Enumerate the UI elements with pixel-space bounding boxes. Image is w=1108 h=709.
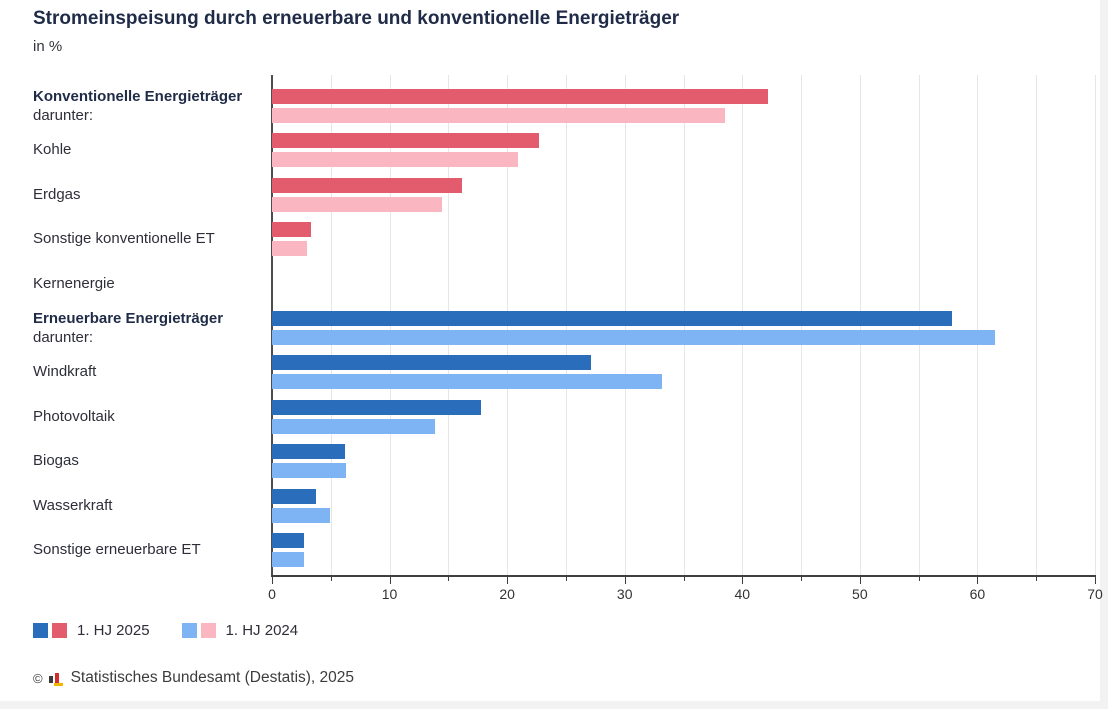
bar-12025-konventionell xyxy=(272,133,539,149)
x-axis-tick-label: 70 xyxy=(1087,586,1103,602)
x-axis-minor-tick xyxy=(918,577,920,581)
category-label: Kohle xyxy=(33,141,72,159)
bar-12025-erneuerbar xyxy=(272,355,591,371)
x-axis-line xyxy=(271,575,1096,577)
logo-bar-black xyxy=(48,675,53,683)
bar-12024-konventionell xyxy=(272,108,725,123)
bar-12025-erneuerbar xyxy=(272,444,345,460)
bar-12025-erneuerbar xyxy=(272,488,316,504)
x-axis-minor-tick xyxy=(330,577,332,581)
legend-label: 1. HJ 2025 xyxy=(77,622,150,639)
category-label: Photovoltaik xyxy=(33,407,115,425)
category-header-label: Erneuerbare Energieträger xyxy=(33,309,224,327)
legend-item: 1. HJ 2024 xyxy=(181,622,299,639)
category-header-sublabel: darunter: xyxy=(33,328,94,346)
category-label: Windkraft xyxy=(33,363,97,381)
category-label: Biogas xyxy=(33,452,79,470)
gridline xyxy=(1095,75,1096,575)
bar-12024-erneuerbar xyxy=(272,418,436,434)
bar-12024-erneuerbar xyxy=(272,463,347,479)
bar-12025-konventionell xyxy=(272,89,769,104)
x-axis-minor-tick xyxy=(683,577,685,581)
bar-12024-konventionell xyxy=(272,196,443,212)
bar-12025-erneuerbar xyxy=(272,311,952,326)
destatis-logo-icon xyxy=(48,671,65,686)
x-axis-minor-tick xyxy=(448,577,450,581)
bar-12024-erneuerbar xyxy=(272,330,996,345)
x-axis-tick-label: 40 xyxy=(734,586,751,602)
bar-12025-erneuerbar xyxy=(272,399,482,415)
category-header-sublabel: darunter: xyxy=(33,106,94,124)
x-axis-tick-label: 20 xyxy=(499,586,515,602)
category-label: Erdgas xyxy=(33,185,81,203)
bar-12024-erneuerbar xyxy=(272,507,330,523)
x-axis-tick-label: 50 xyxy=(852,586,868,602)
category-label: Sonstige erneuerbare ET xyxy=(33,541,201,558)
chart-legend: 1. HJ 2025 1. HJ 2024 xyxy=(33,622,298,639)
category-label: Wasserkraft xyxy=(33,496,113,514)
legend-item: 1. HJ 2025 xyxy=(33,622,150,639)
legend-label: 1. HJ 2024 xyxy=(225,622,299,639)
x-axis-minor-tick xyxy=(565,577,567,581)
x-axis-major-tick xyxy=(977,577,979,584)
x-axis-major-tick xyxy=(507,577,509,584)
bar-12025-konventionell xyxy=(272,222,311,238)
x-axis-tick-label: 30 xyxy=(616,586,633,602)
bar-12024-erneuerbar xyxy=(272,552,304,567)
category-header-label: Konventionelle Energieträger xyxy=(33,87,243,105)
bar-12025-erneuerbar xyxy=(272,533,304,548)
copyright-symbol: © xyxy=(33,670,43,686)
bar-12024-erneuerbar xyxy=(272,374,663,390)
x-axis-major-tick xyxy=(389,577,391,584)
x-axis-minor-tick xyxy=(801,577,803,581)
source-text: Statistisches Bundesamt (Destatis), 2025 xyxy=(70,669,355,686)
x-axis-major-tick xyxy=(624,577,626,584)
chart-subtitle: in % xyxy=(33,38,63,55)
chart-title: Stromeinspeisung durch erneuerbare und k… xyxy=(33,8,680,29)
gridline xyxy=(977,75,979,575)
x-axis-major-tick xyxy=(272,577,273,584)
x-axis-major-tick xyxy=(1095,577,1096,584)
category-label: Sonstige konventionelle ET xyxy=(33,230,215,248)
legend-swatch xyxy=(200,623,216,638)
logo-bar-gold xyxy=(53,683,63,686)
source-footer: © Statistisches Bundesamt (Destatis), 20… xyxy=(33,669,354,687)
legend-swatch xyxy=(33,623,48,638)
x-axis-major-tick xyxy=(859,577,861,584)
logo-bar-red xyxy=(54,672,59,683)
x-axis-tick-label: 0 xyxy=(268,586,276,602)
x-axis-minor-tick xyxy=(1036,577,1038,581)
legend-swatch xyxy=(181,623,197,638)
bar-12024-konventionell xyxy=(272,152,518,168)
category-label: Kernenergie xyxy=(33,274,115,292)
x-axis-tick-label: 60 xyxy=(969,586,986,602)
bar-12024-konventionell xyxy=(272,241,308,257)
x-axis-major-tick xyxy=(742,577,744,584)
legend-swatch xyxy=(52,623,67,638)
bar-12025-konventionell xyxy=(272,177,463,193)
gridline xyxy=(1036,75,1038,575)
x-axis-tick-label: 10 xyxy=(381,586,398,602)
